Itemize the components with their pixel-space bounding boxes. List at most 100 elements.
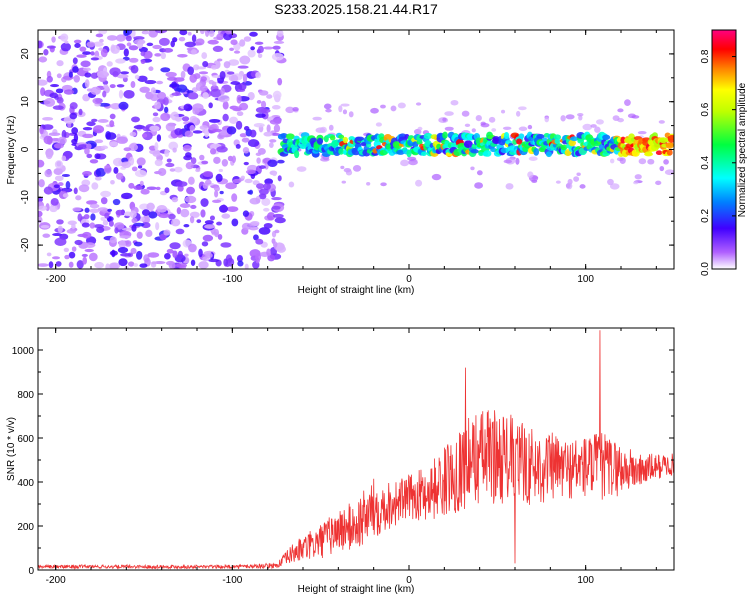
heatmap-cell bbox=[257, 53, 263, 59]
heatmap-cell bbox=[579, 184, 586, 189]
colorbar-label: Normalized spectral amplitude bbox=[737, 82, 748, 217]
heatmap-cell bbox=[215, 173, 223, 183]
heatmap-cell bbox=[76, 54, 87, 58]
snr-frame bbox=[37, 327, 675, 571]
y-tick-label: 0 bbox=[20, 146, 31, 152]
heatmap-cell bbox=[38, 56, 48, 63]
heatmap-cell bbox=[212, 199, 222, 203]
heatmap-cell bbox=[98, 30, 108, 35]
heatmap-cell bbox=[198, 248, 203, 258]
heatmap-cell bbox=[184, 195, 197, 204]
heatmap-cell bbox=[269, 139, 277, 143]
heatmap-cell bbox=[148, 66, 154, 71]
heatmap-cell bbox=[292, 107, 299, 112]
heatmap-cell bbox=[73, 39, 82, 44]
heatmap-cell bbox=[38, 205, 48, 211]
heatmap-cell bbox=[156, 204, 168, 213]
heatmap-cell bbox=[272, 171, 277, 177]
heatmap-cell bbox=[266, 212, 276, 221]
heatmap-cell bbox=[573, 176, 580, 182]
heatmap-cell bbox=[180, 70, 186, 79]
heatmap-cell bbox=[228, 75, 235, 82]
heatmap-cell bbox=[199, 30, 205, 35]
heatmap-cell bbox=[158, 167, 167, 176]
heatmap-cell bbox=[280, 132, 288, 139]
heatmap-cell bbox=[136, 157, 146, 166]
heatmap-cell bbox=[236, 94, 242, 104]
heatmap-cell bbox=[214, 228, 220, 238]
heatmap-cell bbox=[166, 248, 174, 254]
heatmap-cell bbox=[53, 143, 64, 149]
heatmap-cell bbox=[219, 71, 226, 80]
heatmap-cell bbox=[476, 170, 483, 176]
heatmap-cell bbox=[128, 182, 135, 189]
heatmap-cell bbox=[131, 217, 138, 224]
heatmap-cell bbox=[178, 36, 186, 42]
heatmap-cell bbox=[239, 102, 249, 111]
heatmap-cell bbox=[376, 145, 383, 150]
heatmap-cell bbox=[666, 149, 673, 156]
heatmap-cell bbox=[152, 150, 161, 157]
x-tick-label: 100 bbox=[577, 274, 594, 285]
heatmap-cell bbox=[110, 44, 120, 54]
heatmap-cell bbox=[470, 149, 479, 154]
heatmap-cell bbox=[617, 108, 624, 113]
heatmap-cell bbox=[227, 71, 235, 75]
heatmap-cell bbox=[166, 158, 172, 163]
y-tick-label: -10 bbox=[20, 190, 31, 205]
x-tick-label: 0 bbox=[406, 274, 412, 285]
heatmap-cell bbox=[147, 252, 160, 258]
heatmap-cell bbox=[97, 118, 109, 123]
heatmap-cell bbox=[578, 115, 583, 121]
heatmap-cell bbox=[69, 112, 78, 120]
heatmap-cell bbox=[590, 124, 597, 128]
y-tick-label: 10 bbox=[20, 96, 31, 108]
heatmap-cell bbox=[242, 210, 250, 217]
heatmap-cell bbox=[226, 126, 237, 135]
heatmap-cell bbox=[72, 57, 78, 65]
heatmap-cell bbox=[63, 89, 75, 95]
heatmap-cell bbox=[108, 220, 114, 227]
heatmap-cell bbox=[594, 126, 601, 133]
heatmap-cell bbox=[261, 197, 271, 206]
heatmap-cell bbox=[195, 38, 205, 46]
y-tick-label: 600 bbox=[17, 434, 34, 445]
heatmap-cell bbox=[38, 210, 43, 218]
heatmap-cell bbox=[38, 196, 43, 203]
heatmap-cell bbox=[84, 72, 92, 78]
heatmap-cell bbox=[263, 46, 274, 50]
snr-series-line bbox=[38, 330, 674, 570]
heatmap-cell bbox=[118, 240, 126, 249]
heatmap-cell bbox=[202, 60, 209, 68]
snr-panel: -200 -100 0 100 0 200 400 600 800 1000 Height of… bbox=[6, 327, 675, 595]
heatmap-cell bbox=[116, 84, 125, 88]
heatmap-cell bbox=[73, 187, 78, 195]
heatmap-cell bbox=[340, 165, 345, 170]
heatmap-cell bbox=[503, 159, 512, 164]
heatmap-cell bbox=[204, 220, 214, 225]
heatmap-cell bbox=[82, 256, 87, 265]
heatmap-cell bbox=[243, 36, 252, 42]
heatmap-cell bbox=[117, 246, 129, 254]
heatmap-cell bbox=[154, 142, 159, 151]
heatmap-cell bbox=[554, 138, 561, 145]
heatmap-cell bbox=[109, 84, 116, 89]
heatmap-cell bbox=[198, 261, 209, 269]
heatmap-cell bbox=[187, 92, 199, 100]
heatmap-cell bbox=[619, 157, 626, 164]
heatmap-cell bbox=[156, 91, 167, 100]
heatmap-cell bbox=[82, 231, 92, 239]
heatmap-cell bbox=[102, 90, 107, 98]
heatmap-cell bbox=[199, 125, 209, 130]
heatmap-cell bbox=[258, 193, 267, 200]
colorbar-tick-label: 0.0 bbox=[700, 262, 711, 276]
heatmap-cell bbox=[77, 144, 89, 150]
colorbar-tick-label: 0.8 bbox=[700, 49, 711, 63]
heatmap-cell bbox=[208, 258, 220, 263]
heatmap-cell bbox=[230, 39, 238, 46]
heatmap-cell bbox=[91, 182, 99, 190]
heatmap-cell bbox=[44, 169, 53, 178]
heatmap-cell bbox=[105, 263, 110, 269]
heatmap-cell bbox=[61, 155, 67, 162]
heatmap-cell bbox=[97, 207, 109, 212]
